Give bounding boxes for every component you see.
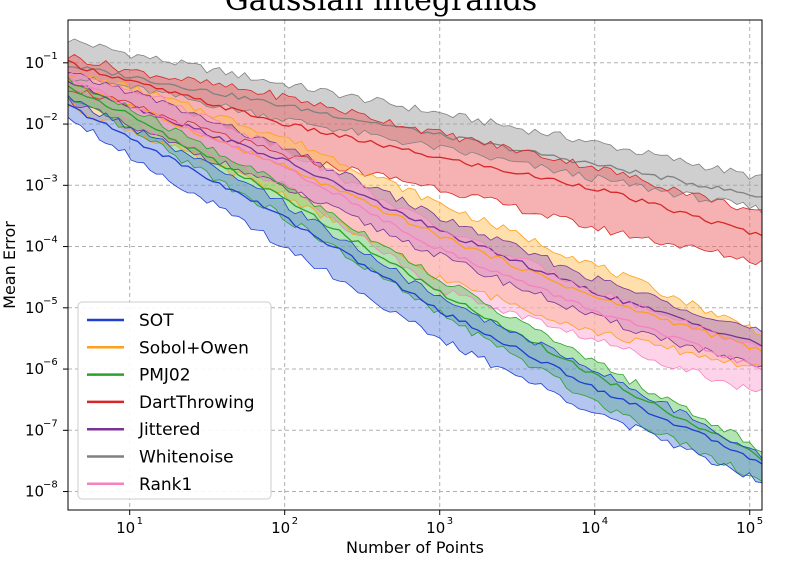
x-tick-label: 10	[116, 519, 135, 537]
line-sobol-owen	[67, 78, 763, 352]
chart-title: Gaussian integrands	[225, 0, 537, 18]
y-ticks: 10−810−710−610−510−410−310−210−1	[25, 51, 68, 501]
x-axis-label: Number of Points	[346, 538, 484, 557]
y-tick-label: 10	[25, 54, 44, 72]
y-tick-label: 10	[25, 483, 44, 501]
x-tick-exponent: 1	[137, 516, 143, 527]
y-tick-label: 10	[25, 115, 44, 133]
y-axis-label: Mean Error	[0, 221, 19, 309]
upper-sot	[67, 95, 763, 459]
legend-label-pmj02: PMJ02	[139, 366, 191, 386]
lower-pmj02	[67, 97, 763, 482]
band-rank1	[68, 71, 762, 392]
line-sot	[67, 103, 763, 465]
upper-whitenoise	[67, 38, 763, 180]
upper-pmj02	[67, 76, 763, 453]
upper-jittered	[67, 71, 763, 333]
x-tick-label: 10	[271, 519, 290, 537]
y-tick-exponent: −7	[43, 418, 58, 429]
y-tick-exponent: −5	[43, 296, 58, 307]
y-tick-exponent: −1	[43, 51, 58, 62]
x-tick-label: 10	[581, 519, 600, 537]
legend-label-whitenoise: Whitenoise	[139, 448, 234, 468]
legend-box	[77, 301, 272, 500]
plot-frame	[67, 19, 763, 511]
lower-whitenoise	[67, 76, 763, 214]
line-pmj02	[67, 85, 763, 461]
y-tick-label: 10	[25, 299, 44, 317]
upper-dartthrowing	[67, 54, 763, 211]
band-dartthrowing	[68, 54, 762, 265]
x-tick-label: 10	[426, 519, 445, 537]
y-tick-exponent: −2	[43, 112, 58, 123]
upper-sobol-owen	[67, 71, 763, 336]
x-tick-exponent: 4	[602, 516, 608, 527]
line-dartthrowing	[67, 59, 763, 237]
y-tick-exponent: −4	[43, 235, 58, 246]
line-whitenoise	[67, 66, 763, 198]
y-tick-label: 10	[25, 360, 44, 378]
y-tick-label: 10	[25, 238, 44, 256]
y-tick-exponent: −8	[43, 480, 58, 491]
x-tick-exponent: 2	[292, 516, 298, 527]
x-tick-exponent: 3	[447, 516, 453, 527]
legend: SOT Sobol+Owen PMJ02 DartThrowing Jittered Wh…	[77, 301, 272, 500]
lower-rank1	[67, 86, 763, 393]
legend-label-rank1: Rank1	[139, 475, 192, 495]
series-lines	[67, 38, 763, 484]
legend-label-sobol-owen: Sobol+Owen	[139, 338, 249, 358]
y-tick-exponent: −3	[43, 173, 58, 184]
band-sot	[68, 95, 762, 483]
y-tick-label: 10	[25, 421, 44, 439]
line-rank1	[67, 75, 763, 371]
legend-label-sot: SOT	[139, 311, 174, 331]
x-tick-exponent: 5	[757, 516, 763, 527]
legend-label-dartthrowing: DartThrowing	[139, 393, 255, 413]
upper-rank1	[67, 70, 763, 348]
lower-sot	[67, 116, 763, 484]
x-tick-label: 10	[736, 519, 755, 537]
y-tick-exponent: −6	[43, 357, 58, 368]
x-ticks: 10 1 10 2 10 3 10 4 10 5	[116, 510, 763, 537]
y-tick-label: 10	[25, 176, 44, 194]
legend-label-jittered: Jittered	[138, 420, 200, 440]
